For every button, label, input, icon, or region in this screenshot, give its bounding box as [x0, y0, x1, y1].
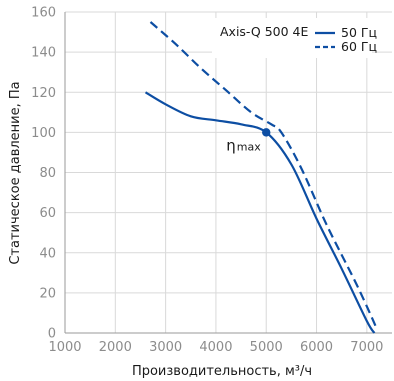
y-tick-label-60: 60: [39, 206, 56, 221]
x-tick-label-6000: 6000: [300, 340, 333, 355]
legend: Axis-Q 500 4E 50 Гц 60 Гц: [212, 18, 377, 58]
y-tick-label-140: 140: [31, 46, 56, 61]
y-tick-label-40: 40: [39, 246, 56, 261]
y-tick-label-80: 80: [39, 166, 56, 181]
eta-max-label: ηmax: [226, 136, 261, 154]
x-tick-label-4000: 4000: [199, 340, 232, 355]
y-tick-label-160: 160: [31, 6, 56, 21]
eta-max-point: [262, 128, 271, 137]
x-axis-label: Производительность, м³/ч: [132, 364, 312, 379]
eta-symbol: η: [226, 136, 236, 154]
axes: [64, 12, 392, 334]
legend-label-50hz: 50 Гц: [341, 25, 377, 40]
y-tick-label-20: 20: [39, 286, 56, 301]
y-tick-label-120: 120: [31, 86, 56, 101]
legend-background: [212, 18, 372, 58]
legend-label-60hz: 60 Гц: [341, 39, 377, 54]
x-tick-label-2000: 2000: [99, 340, 132, 355]
x-tick-labels: 1000 2000 3000 4000 5000 6000 7000: [48, 340, 383, 355]
legend-title: Axis-Q 500 4E: [220, 24, 308, 39]
y-tick-label-0: 0: [48, 327, 56, 342]
x-tick-label-1000: 1000: [48, 340, 81, 355]
eta-max-annotation: ηmax: [226, 128, 271, 154]
y-axis-label: Статическое давление, Па: [8, 81, 23, 264]
series-line-60hz: [149, 21, 378, 330]
x-tick-label-5000: 5000: [250, 340, 283, 355]
x-tick-label-3000: 3000: [149, 340, 182, 355]
x-tick-label-7000: 7000: [350, 340, 383, 355]
y-tick-label-100: 100: [31, 126, 56, 141]
eta-subscript: max: [237, 140, 261, 153]
y-tick-labels: 0 20 40 60 80 100 120 140 160: [31, 6, 56, 342]
